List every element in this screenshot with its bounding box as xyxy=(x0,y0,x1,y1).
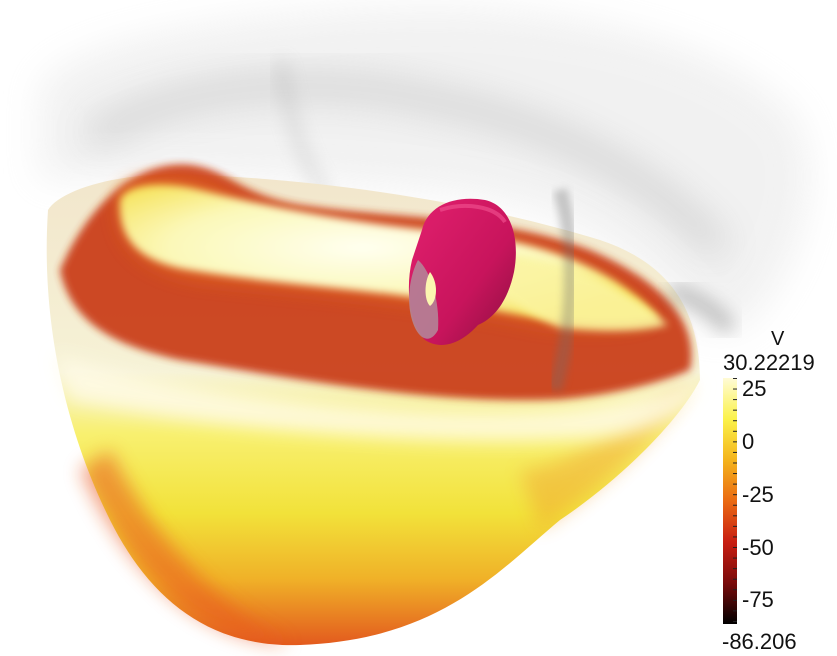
shell-edge xyxy=(548,187,737,392)
mid-band xyxy=(55,355,700,441)
isosurface-blob xyxy=(408,198,516,345)
